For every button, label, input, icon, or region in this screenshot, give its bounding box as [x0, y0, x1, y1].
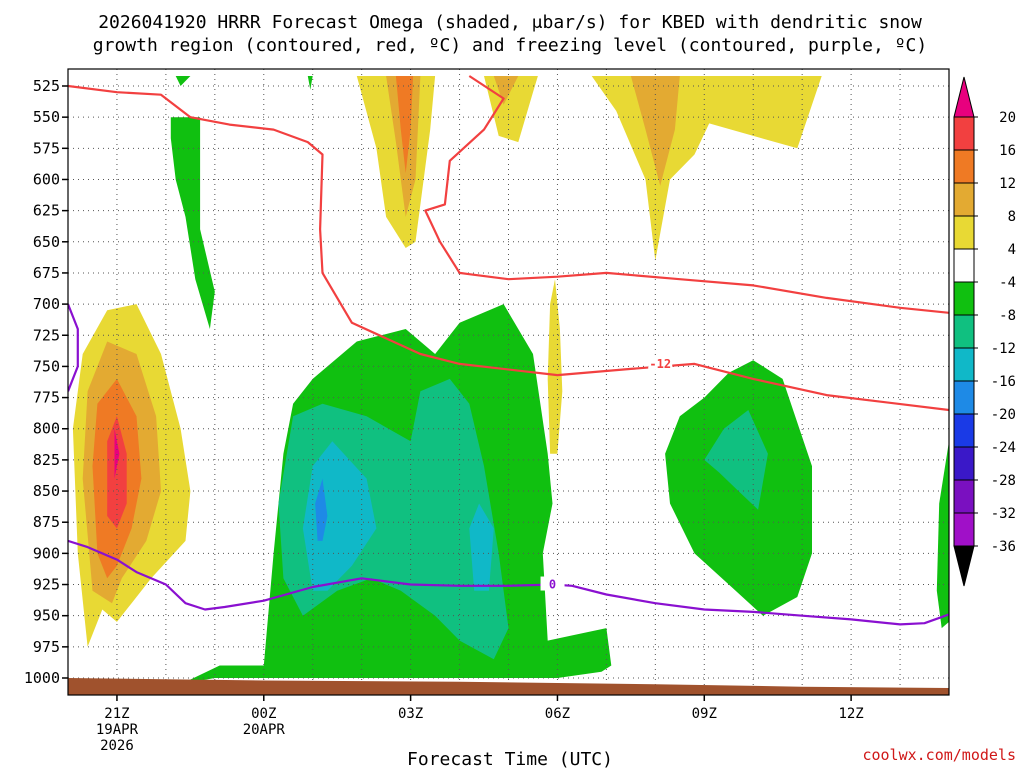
x-tick-label-24-0: 00Z: [251, 706, 276, 722]
omega-region-upward-motion-max-near-21z-red: [107, 416, 127, 529]
x-tick-label-21-1: 19APR: [96, 722, 139, 738]
colorbar-swatch-10: [953, 446, 975, 481]
y-tick-label-550: 550: [33, 108, 60, 126]
y-tick-label-700: 700: [33, 295, 60, 313]
omega-region-sinking-10z-teal: [704, 410, 768, 510]
terrain-ground: [68, 678, 949, 695]
y-tick-label-775: 775: [33, 389, 60, 407]
y-tick-label-575: 575: [33, 139, 60, 157]
colorbar-label-6: -8: [999, 308, 1016, 324]
colorbar-label-4: 4: [1008, 242, 1016, 258]
plot-frame: [67, 68, 950, 696]
gridlines: [67, 69, 950, 695]
omega-region-secondary-sinking-05z-cyan: [469, 503, 494, 591]
colorbar-label-1: 16: [999, 143, 1016, 159]
colorbar-label-10: -24: [991, 440, 1016, 456]
y-tick-label-650: 650: [33, 233, 60, 251]
omega-region-main-sinking-03z-blue: [315, 478, 328, 541]
dendritic-contour-1: [424, 75, 949, 314]
colorbar-swatch-9: [953, 413, 975, 448]
colorbar-swatch-12: [953, 512, 975, 547]
x-axis-label: Forecast Time (UTC): [407, 749, 613, 768]
x-tick-label-30-0: 06Z: [545, 706, 570, 722]
omega-region-upward-motion-max-near-21z-magenta: [114, 428, 120, 479]
colorbar-label-7: -12: [991, 341, 1016, 357]
colorbar-bottom-arrow: [953, 545, 975, 587]
dendritic-contour-0: [68, 84, 949, 412]
y-tick-label-675: 675: [33, 264, 60, 282]
omega-region-aloft-upward-motion-08z-amber: [630, 76, 680, 186]
y-tick-label-825: 825: [33, 451, 60, 469]
colorbar-swatch-8: [953, 380, 975, 415]
y-tick-label-800: 800: [33, 420, 60, 438]
y-tick-label-625: 625: [33, 202, 60, 220]
y-tick-label-925: 925: [33, 576, 60, 594]
contour-labels: -12 0: [540, 355, 673, 592]
y-tick-label-875: 875: [33, 513, 60, 531]
colorbar-swatch-11: [953, 479, 975, 514]
y-tick-label-950: 950: [33, 607, 60, 625]
freezing-contour-0: [68, 539, 949, 626]
colorbar-label-3: 8: [1008, 209, 1016, 225]
omega-region-aloft-upward-motion-03z-orange: [395, 76, 414, 174]
x-tick-label-27-0: 03Z: [398, 706, 423, 722]
y-tick-label-525: 525: [33, 77, 60, 95]
terrain: [68, 678, 949, 695]
colorbar-swatch-5: [953, 281, 975, 316]
colorbar-label-9: -20: [991, 407, 1016, 423]
colorbar-label-0: 20: [999, 110, 1016, 126]
omega-region-sinking-2230z-green: [170, 117, 215, 329]
y-tick-label-975: 975: [33, 638, 60, 656]
colorbar-swatch-2: [953, 182, 975, 217]
colorbar-swatch-0: [953, 116, 975, 151]
omega-region-aloft-upward-motion-05z-amber: [493, 76, 519, 105]
y-tick-label-725: 725: [33, 326, 60, 344]
omega-region-top-sinking-fragment-00z-green: [307, 76, 313, 90]
y-axis: 525 550 575 600 625 650 675 700 725 750 775 800 825 8…: [24, 77, 68, 687]
plot-area: -12 0: [67, 68, 950, 696]
omega-shading: [72, 76, 949, 685]
y-tick-label-1000: 1000: [24, 669, 60, 687]
contours: [68, 75, 949, 626]
colorbar-top-arrow: [953, 76, 975, 118]
omega-region-top-sinking-fragment-22z-green: [175, 76, 191, 86]
y-tick-label-750: 750: [33, 357, 60, 375]
colorbar-swatch-4: [953, 248, 975, 283]
omega-region-narrow-column-06z-yellow: [547, 279, 563, 454]
omega-region-aloft-upward-motion-05z-yellow: [484, 76, 538, 143]
y-tick-label-900: 900: [33, 544, 60, 562]
colorbar-label-2: 12: [999, 176, 1016, 192]
colorbar: 20 16 12 8 4 -4 -8 -12 -16 -20 -24 -28 -32 -36: [953, 76, 1016, 587]
x-tick-label-24-1: 20APR: [243, 722, 286, 738]
x-tick-label-36-0: 12Z: [838, 706, 863, 722]
colorbar-label-12: -32: [991, 506, 1016, 522]
omega-region-sinking-right-edge-green: [936, 441, 949, 629]
colorbar-label-5: -4: [999, 275, 1016, 291]
colorbar-label-11: -28: [991, 473, 1016, 489]
colorbar-swatch-3: [953, 215, 975, 250]
chart-title-line-1: 2026041920 HRRR Forecast Omega (shaded, …: [98, 12, 922, 33]
y-tick-label-600: 600: [33, 170, 60, 188]
freezing-contour-1: [68, 303, 79, 392]
x-tick-label-21-0: 21Z: [104, 706, 129, 722]
y-tick-label-850: 850: [33, 482, 60, 500]
dendritic-contour-0-label-bg: [648, 355, 673, 370]
chart-title-line-2: growth region (contoured, red, ºC) and f…: [93, 35, 927, 56]
colorbar-label-8: -16: [991, 374, 1016, 390]
freezing-contour-0-label-bg: [540, 576, 565, 591]
dendritic-contour-0-label: -12: [649, 357, 671, 371]
x-tick-label-33-0: 09Z: [692, 706, 717, 722]
colorbar-swatch-1: [953, 149, 975, 184]
colorbar-swatch-6: [953, 314, 975, 349]
watermark: coolwx.com/models: [862, 746, 1016, 764]
colorbar-label-13: -36: [991, 539, 1016, 555]
x-tick-label-21-2: 2026: [100, 738, 134, 754]
colorbar-swatch-7: [953, 347, 975, 382]
freezing-contour-0-label: 0: [549, 578, 556, 592]
